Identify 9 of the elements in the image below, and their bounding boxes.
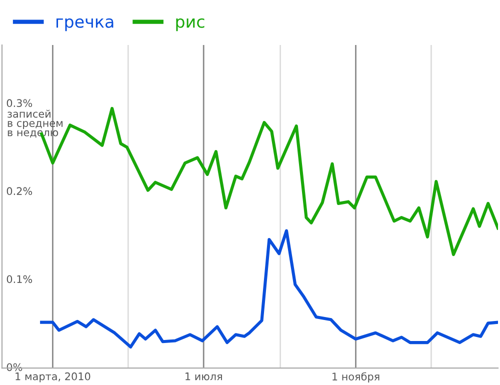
x-tick-label: 1 ноября [332, 372, 380, 382]
legend-label: рис [176, 18, 204, 32]
legend-label: гречка [56, 18, 114, 32]
line-series [40, 229, 498, 348]
x-tick-label: 1 марта, 2010 [16, 372, 90, 382]
x-tick-label: 1 июля [186, 372, 222, 380]
y-tick-label: 0.2% [6, 187, 32, 196]
y-tick-label: 0.1% [6, 275, 32, 284]
y-tick-label: 0.3% [6, 99, 32, 108]
